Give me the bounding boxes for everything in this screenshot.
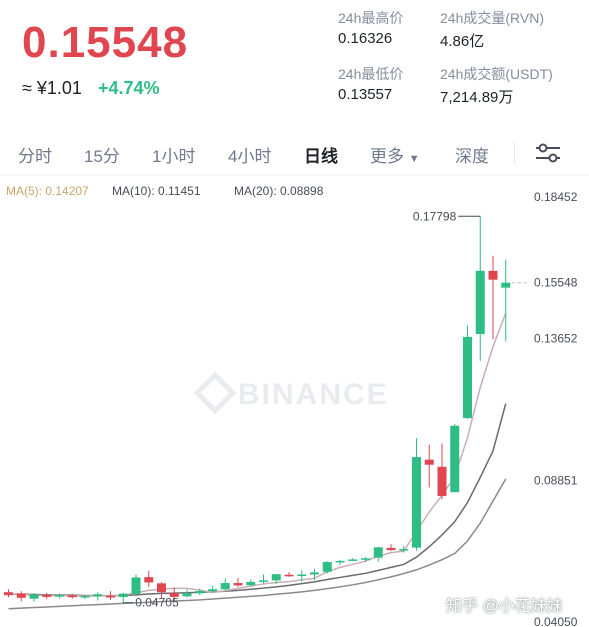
candle-body: [297, 574, 306, 576]
candle-body: [323, 562, 332, 572]
candle-body: [399, 549, 408, 551]
candle-body: [348, 559, 357, 561]
candle-body: [272, 574, 281, 580]
candle-body: [361, 558, 370, 560]
y-tick-label: 0.13652: [534, 332, 578, 346]
candle-body: [157, 583, 166, 592]
candle-body: [42, 595, 51, 597]
ma5-line: [9, 313, 506, 596]
candle-body: [144, 577, 153, 582]
ma10-line: [9, 404, 506, 596]
y-tick-label: 0.04050: [534, 615, 578, 627]
candle-body: [501, 283, 510, 288]
candle-body: [259, 580, 268, 582]
candle-body: [17, 593, 26, 597]
candle-body: [55, 595, 64, 597]
candle-body: [336, 561, 345, 563]
candle-body: [119, 594, 128, 597]
candle-body: [374, 547, 383, 557]
candle-body: [106, 596, 115, 598]
candle-body: [285, 575, 294, 577]
candle-body: [412, 457, 421, 548]
credit-watermark: 知乎 @小花妹妹: [446, 592, 563, 616]
candle-body: [81, 596, 90, 598]
candle-body: [476, 271, 485, 334]
candle-body: [30, 595, 39, 599]
y-tick-label: 0.18452: [534, 190, 578, 204]
candle-body: [425, 460, 434, 465]
y-tick-label: 0.08851: [534, 473, 578, 487]
candle-body: [450, 426, 459, 492]
candle-body: [93, 594, 102, 596]
candle-body: [310, 572, 319, 574]
candle-body: [234, 583, 243, 585]
candle-body: [246, 582, 255, 585]
low-marker-label: 0.04705: [135, 596, 179, 610]
candle-body: [463, 337, 472, 418]
candle-body: [4, 592, 13, 595]
candle-body: [183, 593, 192, 596]
candle-body: [68, 595, 77, 597]
candle-body: [387, 548, 396, 550]
candle-body: [221, 583, 230, 589]
current-price-label: 0.15548: [534, 276, 578, 290]
candle-body: [489, 271, 498, 280]
candle-body: [208, 589, 217, 591]
candle-body: [438, 467, 447, 496]
candle-body: [195, 591, 204, 593]
candle-body: [132, 577, 141, 594]
high-marker-label: 0.17798: [413, 209, 457, 223]
